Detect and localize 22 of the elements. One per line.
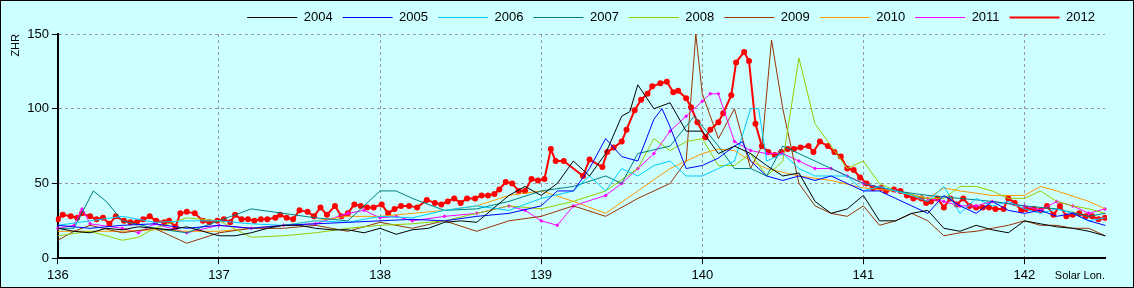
x-axis-title: Solar Lon. — [1054, 269, 1105, 282]
legend-label: 2009 — [780, 9, 810, 25]
legend-label: 2008 — [685, 9, 715, 25]
legend-label: 2010 — [876, 9, 906, 25]
legend-label: 2006 — [494, 9, 524, 25]
x-tick-label: 136 — [47, 266, 69, 282]
x-tick-label: 142 — [1013, 266, 1036, 282]
y-tick-label: 150 — [27, 25, 49, 41]
legend-label: 2007 — [589, 9, 619, 25]
x-tick-label: 141 — [852, 266, 875, 282]
y-tick-label: 50 — [34, 175, 49, 191]
x-tick-label: 140 — [691, 266, 714, 282]
y-axis-title: ZHR — [8, 33, 21, 57]
legend-label: 2004 — [303, 9, 333, 25]
x-tick-label: 138 — [369, 266, 391, 282]
legend-label: 2011 — [971, 9, 1000, 25]
y-tick-label: 100 — [27, 100, 49, 116]
y-tick-label: 0 — [41, 249, 49, 265]
legend-label: 2005 — [399, 9, 429, 25]
x-tick-label: 137 — [208, 266, 230, 282]
legend-label: 2012 — [1066, 9, 1095, 25]
x-tick-label: 139 — [530, 266, 553, 282]
